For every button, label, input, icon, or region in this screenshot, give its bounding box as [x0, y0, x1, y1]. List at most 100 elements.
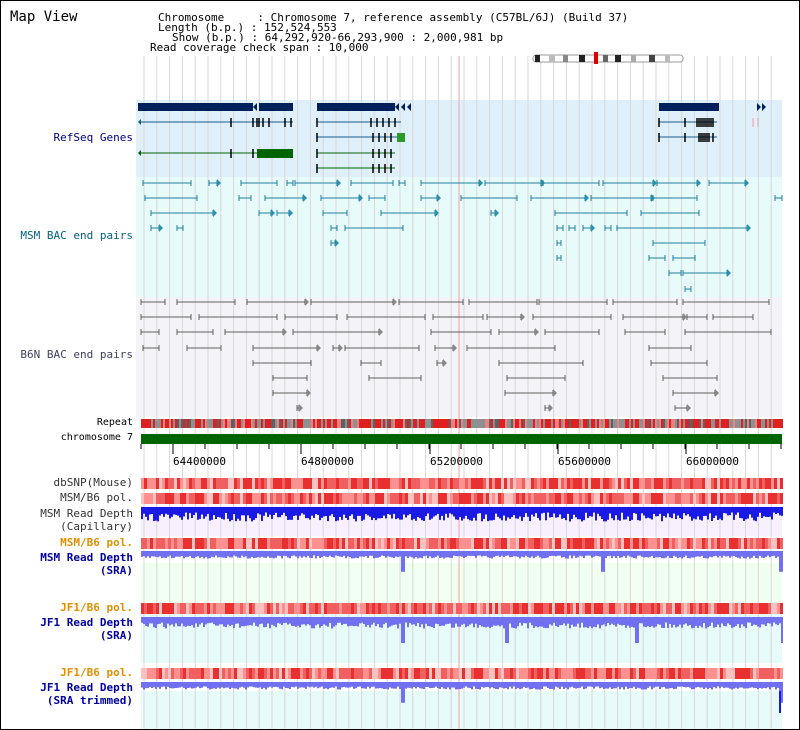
read-depth-bar: [517, 682, 519, 688]
read-depth-bar: [185, 617, 187, 627]
polymorphism-density: [342, 478, 345, 489]
read-depth-bar: [659, 617, 661, 625]
read-depth-bar: [543, 682, 545, 687]
read-depth-bar: [661, 617, 663, 628]
track-label-b6n-bac[interactable]: B6N BAC end pairs: [20, 348, 133, 361]
polymorphism-density: [273, 603, 276, 614]
polymorphism-density: [723, 668, 726, 679]
bac-end-arrow: [687, 404, 691, 412]
polymorphism-density: [708, 493, 711, 504]
polymorphism-density: [570, 538, 573, 549]
read-depth-bar: [433, 507, 435, 517]
read-depth-bar: [359, 682, 361, 687]
repeat-element: [641, 419, 643, 428]
read-depth-bar: [195, 551, 197, 557]
read-depth-bar: [143, 682, 145, 690]
bac-end-arrow: [437, 194, 441, 202]
read-depth-bar: [635, 682, 637, 689]
polymorphism-density: [465, 668, 468, 679]
polymorphism-density: [678, 478, 681, 489]
polymorphism-density: [567, 538, 570, 549]
read-depth-bar: [385, 551, 387, 558]
read-depth-bar: [671, 682, 673, 689]
read-depth-bar: [763, 617, 765, 625]
read-depth-bar: [703, 507, 705, 517]
repeat-element: [163, 419, 165, 428]
read-depth-bar: [369, 617, 371, 628]
read-depth-bar: [487, 617, 489, 627]
polymorphism-density: [375, 493, 378, 504]
polymorphism-density: [201, 478, 204, 489]
read-depth-bar: [201, 551, 203, 558]
polymorphism-density: [588, 538, 591, 549]
repeat-element: [141, 419, 143, 428]
repeat-element: [549, 419, 551, 428]
read-depth-bar: [513, 507, 515, 516]
polymorphism-density: [186, 668, 189, 679]
read-depth-bar: [451, 507, 453, 515]
bac-end-arrow: [335, 239, 339, 247]
polymorphism-density: [594, 668, 597, 679]
polymorphism-density: [348, 668, 351, 679]
read-depth-bar: [687, 551, 689, 559]
polymorphism-density: [321, 478, 324, 489]
polymorphism-density: [258, 493, 261, 504]
polymorphism-density: [294, 478, 297, 489]
axis-tick-label: 65600000: [558, 455, 611, 468]
read-depth-bar: [477, 617, 479, 628]
read-depth-bar: [209, 551, 211, 559]
polymorphism-density: [525, 668, 528, 679]
read-depth-bar: [731, 617, 733, 628]
read-depth-bar: [339, 682, 341, 690]
read-depth-bar: [169, 507, 171, 519]
polymorphism-density: [576, 668, 579, 679]
polymorphism-density: [198, 603, 201, 614]
polymorphism-density: [597, 668, 600, 679]
polymorphism-density: [231, 478, 234, 489]
repeat-element: [191, 419, 193, 428]
polymorphism-density: [516, 538, 519, 549]
polymorphism-density: [348, 603, 351, 614]
read-depth-bar: [765, 507, 767, 517]
read-depth-bar: [579, 617, 581, 628]
repeat-element: [319, 419, 321, 428]
read-depth-bar: [421, 617, 423, 625]
read-depth-bar: [613, 682, 615, 689]
read-depth-bar: [625, 682, 627, 687]
polymorphism-density: [705, 603, 708, 614]
track-label-refseq[interactable]: RefSeq Genes: [53, 131, 133, 144]
polymorphism-density: [747, 478, 750, 489]
read-depth-bar: [711, 507, 713, 521]
read-depth-bar: [571, 507, 573, 519]
read-depth-bar: [749, 507, 751, 515]
polymorphism-density: [201, 603, 204, 614]
read-depth-bar: [389, 682, 391, 688]
read-depth-bar: [463, 682, 465, 688]
repeat-element: [341, 419, 343, 428]
read-depth-bar: [149, 507, 151, 515]
polymorphism-density: [486, 668, 489, 679]
coverage-span-info: Read coverage check span : 10,000: [150, 41, 369, 54]
read-depth-bar: [427, 617, 429, 627]
repeat-element: [211, 419, 213, 428]
polymorphism-density: [708, 538, 711, 549]
polymorphism-density: [204, 668, 207, 679]
polymorphism-density: [339, 668, 342, 679]
read-depth-bar: [603, 507, 605, 522]
read-depth-bar: [153, 682, 155, 688]
repeat-element: [399, 419, 401, 428]
track-label-msm-bac[interactable]: MSM BAC end pairs: [20, 229, 133, 242]
read-depth-bar: [471, 617, 473, 624]
read-depth-bar: [441, 682, 443, 688]
repeat-element: [755, 419, 757, 428]
read-depth-bar: [319, 551, 321, 559]
read-depth-bar: [585, 507, 587, 513]
read-depth-bar: [753, 551, 755, 556]
read-depth-bar: [387, 682, 389, 690]
read-depth-bar: [163, 507, 165, 517]
polymorphism-density: [636, 493, 639, 504]
read-depth-bar: [501, 617, 503, 626]
polymorphism-density: [180, 493, 183, 504]
read-depth-bar: [143, 617, 145, 624]
